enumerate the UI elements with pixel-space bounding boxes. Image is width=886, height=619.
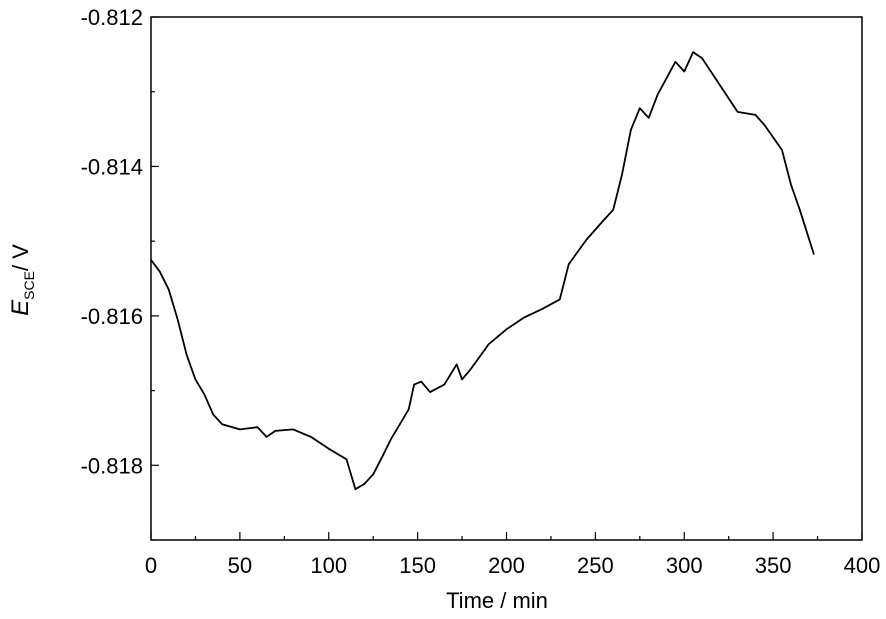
x-tick-label: 400 bbox=[844, 553, 881, 578]
y-tick-label: -0.812 bbox=[81, 5, 143, 30]
y-axis-label: ESCE/ V bbox=[7, 244, 37, 316]
x-axis-label: Time / min bbox=[446, 588, 548, 613]
y-tick-label: -0.818 bbox=[81, 453, 143, 478]
x-tick-label: 50 bbox=[228, 553, 252, 578]
y-label-subscript: SCE bbox=[21, 271, 37, 300]
x-tick-label: 300 bbox=[666, 553, 703, 578]
x-tick-label: 200 bbox=[488, 553, 525, 578]
y-label-symbol: E bbox=[7, 299, 34, 316]
y-label-unit: / V bbox=[8, 244, 33, 271]
x-tick-label: 250 bbox=[577, 553, 614, 578]
x-tick-label: 0 bbox=[145, 553, 157, 578]
x-tick-label: 350 bbox=[755, 553, 792, 578]
x-tick-label: 150 bbox=[399, 553, 436, 578]
plot-frame bbox=[150, 16, 863, 541]
x-tick-label: 100 bbox=[310, 553, 347, 578]
y-tick-label: -0.814 bbox=[81, 154, 143, 179]
y-tick-label: -0.816 bbox=[81, 304, 143, 329]
data-line bbox=[150, 51, 815, 491]
